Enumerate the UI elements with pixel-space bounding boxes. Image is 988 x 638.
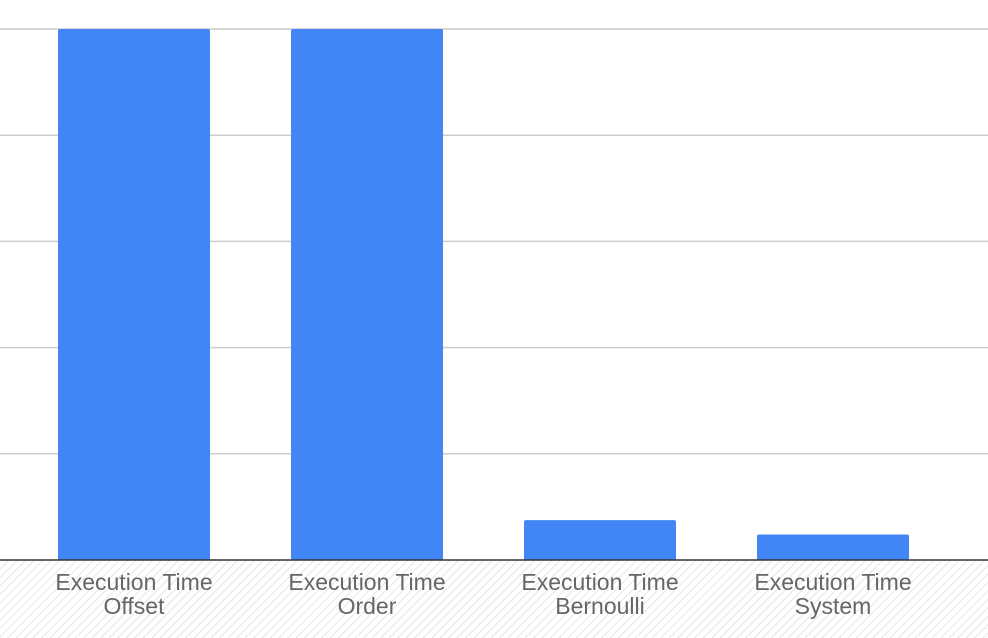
x-tick-label: Order bbox=[338, 593, 397, 619]
bar bbox=[291, 29, 443, 560]
x-tick-label: Execution Time bbox=[521, 569, 678, 595]
bar bbox=[524, 520, 676, 560]
x-tick-label: Bernoulli bbox=[555, 593, 645, 619]
x-tick-label: Execution Time bbox=[754, 569, 911, 595]
x-tick-label: Execution Time bbox=[288, 569, 445, 595]
bar bbox=[757, 534, 909, 560]
bar bbox=[58, 29, 210, 560]
x-tick-label: Execution Time bbox=[55, 569, 212, 595]
x-tick-label: System bbox=[795, 593, 872, 619]
x-tick-label: Offset bbox=[104, 593, 166, 619]
bars bbox=[58, 29, 909, 560]
x-axis-label-band bbox=[0, 560, 988, 638]
